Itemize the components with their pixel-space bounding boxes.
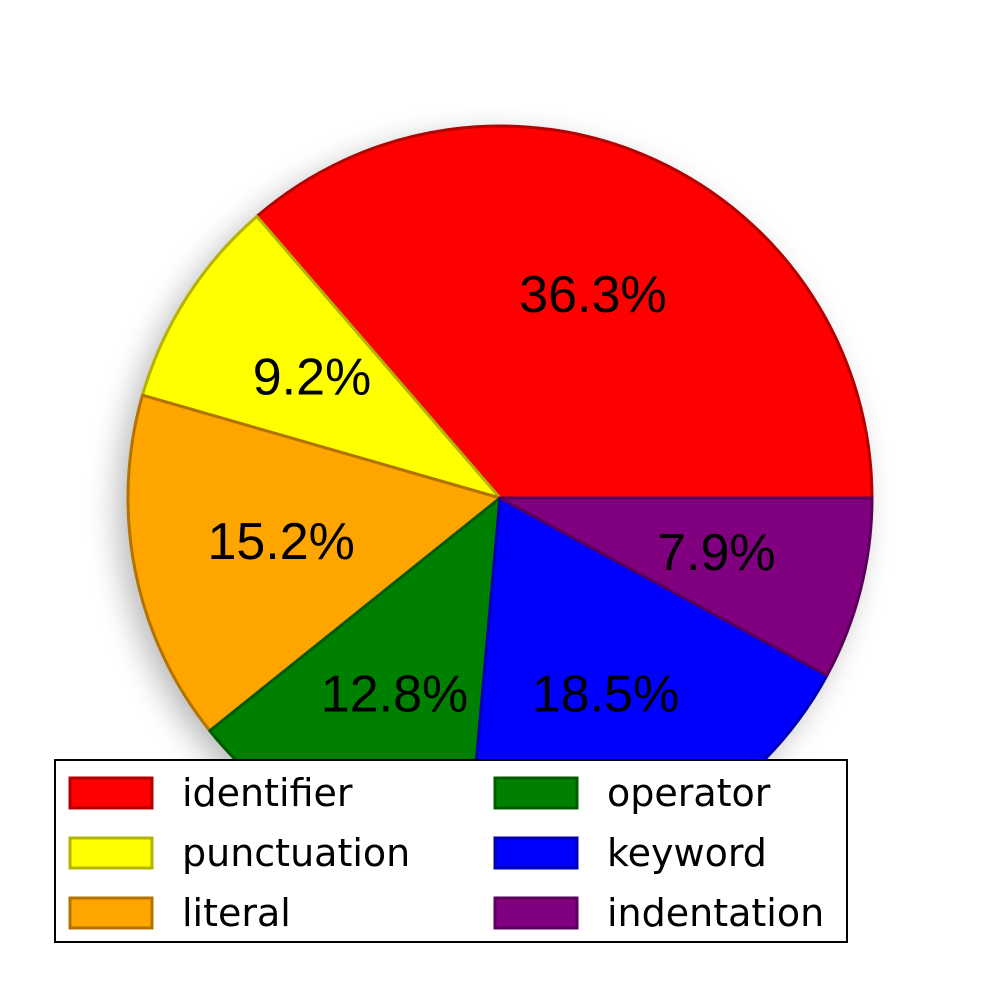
pie-slice-literal <box>126 393 502 733</box>
legend-label-operator: operator <box>607 771 771 815</box>
legend-label-literal: literal <box>182 891 291 935</box>
pie-slice-indentation <box>498 496 874 677</box>
pie-slices <box>126 124 874 872</box>
legend-swatch-punctuation <box>68 836 154 870</box>
legend-frame <box>54 759 848 943</box>
legend-swatch-keyword <box>493 836 579 870</box>
legend-label-identifier: identifier <box>182 771 353 815</box>
slice-percent-label-indentation: 7.9% <box>657 524 776 582</box>
legend-swatch-operator <box>493 776 579 810</box>
slice-percent-label-keyword: 18.5% <box>532 666 679 724</box>
legend-swatch-indentation <box>493 896 579 930</box>
legend-label-keyword: keyword <box>607 831 767 875</box>
slice-percent-label-operator: 12.8% <box>321 666 468 724</box>
legend: identifier punctuation literal operator keyw… <box>54 759 848 943</box>
slice-percent-label-identifier: 36.3% <box>519 266 666 324</box>
pie-slice-identifier <box>255 124 874 500</box>
slice-percent-label-punctuation: 9.2% <box>253 349 372 407</box>
slice-percent-label-literal: 15.2% <box>207 513 354 571</box>
pie-percent-labels: 36.3% 9.2% 15.2% 12.8% 18.5% 7.9% <box>207 266 775 724</box>
legend-swatch-identifier <box>68 776 154 810</box>
pie-slice-punctuation <box>140 214 502 500</box>
legend-label-punctuation: punctuation <box>182 831 410 875</box>
legend-swatch-literal <box>68 896 154 930</box>
legend-label-indentation: indentation <box>607 891 824 935</box>
